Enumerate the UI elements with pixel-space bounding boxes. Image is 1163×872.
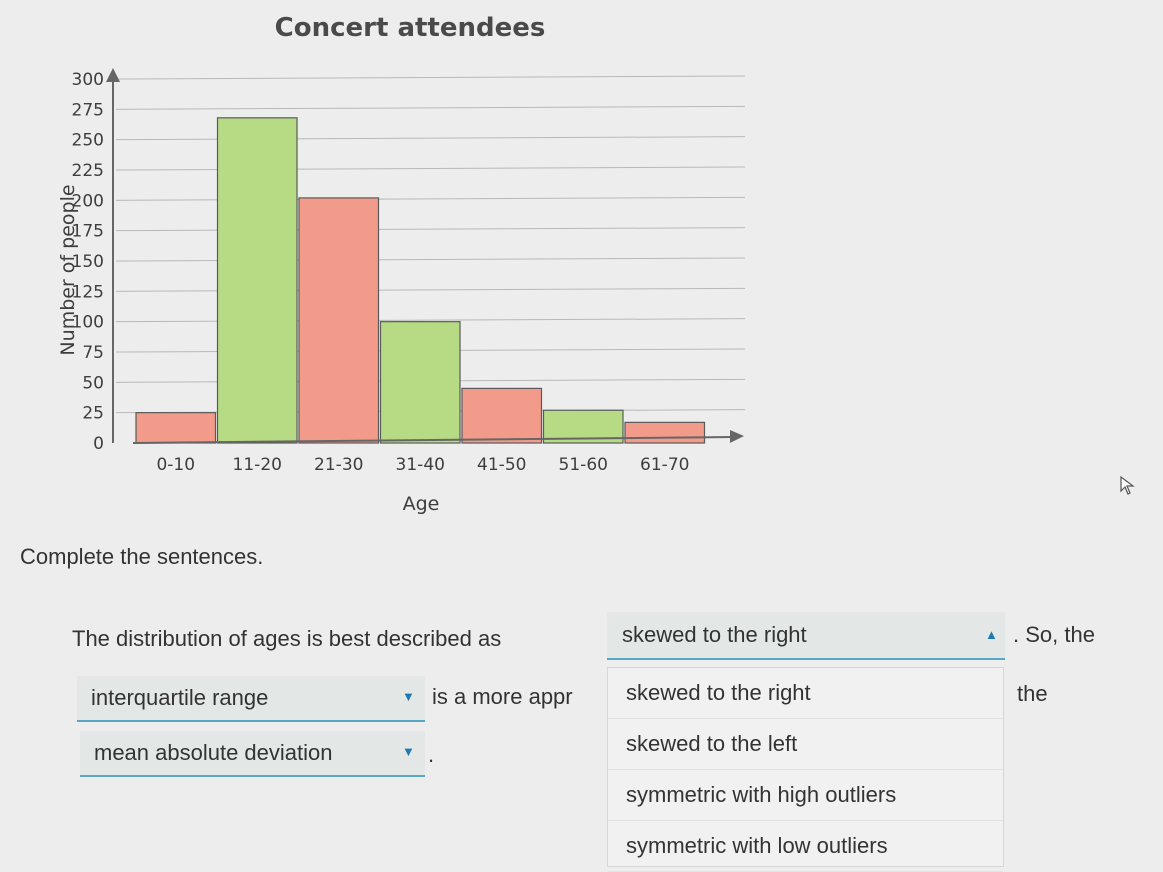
- x-tick-label: 41-50: [477, 455, 526, 475]
- measure1-selected-value: interquartile range: [91, 685, 269, 710]
- x-tick-label: 51-60: [559, 455, 608, 475]
- x-tick-labels: 0-10 11-20 21-30 31-40 41-50 51-60 61-70: [156, 455, 689, 475]
- y-tick-label: 175: [72, 222, 104, 242]
- bar-0-10: [135, 412, 217, 444]
- gridline: [115, 166, 746, 171]
- measure2-dropdown[interactable]: mean absolute deviation ▼: [80, 731, 425, 777]
- option-skewed-right[interactable]: skewed to the right: [608, 668, 1003, 719]
- y-tick-label: 50: [82, 373, 104, 393]
- gridline: [115, 75, 746, 80]
- distribution-options-list: skewed to the right skewed to the left s…: [607, 667, 1004, 872]
- x-axis: [132, 436, 735, 444]
- sentence2-end: the: [1017, 681, 1048, 706]
- x-tick-label: 0-10: [156, 455, 195, 475]
- gridline: [115, 105, 746, 110]
- measure2-selected-value: mean absolute deviation: [94, 740, 333, 765]
- y-tick-label: 100: [72, 313, 104, 333]
- gridline: [115, 287, 746, 292]
- chart-title: Concert attendees: [275, 13, 546, 43]
- x-tick-label: 21-30: [314, 455, 363, 475]
- y-tick-label: 125: [72, 282, 104, 302]
- caret-down-icon: ▼: [402, 689, 415, 704]
- gridline: [115, 227, 746, 232]
- bar-11-20: [216, 117, 298, 444]
- y-tick-label: 75: [82, 343, 104, 363]
- sentence1-start: The distribution of ages is best describ…: [72, 626, 502, 651]
- y-tick-label: 225: [72, 161, 104, 181]
- x-tick-label: 61-70: [640, 455, 689, 475]
- caret-down-icon: ▼: [402, 744, 415, 759]
- y-tick-label: 275: [72, 100, 104, 120]
- sentence1-end: . So, the: [1013, 622, 1095, 647]
- y-tick-label: 25: [82, 404, 104, 424]
- x-axis-arrow: [730, 430, 744, 443]
- distribution-selected-value: skewed to the right: [622, 622, 807, 647]
- x-tick-label: 11-20: [233, 455, 282, 475]
- bar-61-70: [624, 421, 706, 444]
- bars: [135, 117, 706, 444]
- histogram-chart: Concert attendees 0 25 50 75 100 125 150 175 200…: [57, 13, 746, 515]
- y-tick-labels: 0 25 50 75 100 125 150 175 200 225 250 275 300: [72, 70, 104, 454]
- measure1-dropdown[interactable]: interquartile range ▼: [77, 676, 425, 722]
- option-skewed-left[interactable]: skewed to the left: [608, 719, 1003, 770]
- instruction-text: Complete the sentences.: [20, 544, 264, 569]
- bar-31-40: [379, 321, 461, 444]
- y-tick-label: 150: [72, 252, 104, 272]
- y-axis-arrow: [106, 68, 120, 82]
- mouse-cursor-icon: [1120, 476, 1135, 495]
- gridline: [115, 196, 746, 201]
- y-tick-label: 0: [93, 434, 104, 454]
- x-axis-label: Age: [403, 493, 440, 515]
- bar-21-30: [298, 197, 380, 444]
- option-symmetric-high-outliers[interactable]: symmetric with high outliers: [608, 770, 1003, 821]
- y-tick-label: 300: [72, 70, 104, 90]
- sentence3-end: .: [428, 742, 435, 767]
- distribution-dropdown[interactable]: skewed to the right ▲: [607, 612, 1005, 660]
- option-symmetric-low-outliers[interactable]: symmetric with low outliers: [608, 821, 1003, 872]
- gridline: [115, 136, 746, 141]
- y-tick-label: 200: [72, 191, 104, 211]
- bar-41-50: [461, 387, 543, 444]
- y-tick-label: 250: [72, 131, 104, 151]
- caret-up-icon: ▲: [985, 627, 998, 642]
- sentence2-middle: is a more appr: [432, 684, 573, 709]
- y-axis-label: Number of people: [57, 184, 79, 355]
- gridline: [115, 257, 746, 262]
- x-tick-label: 31-40: [396, 455, 445, 475]
